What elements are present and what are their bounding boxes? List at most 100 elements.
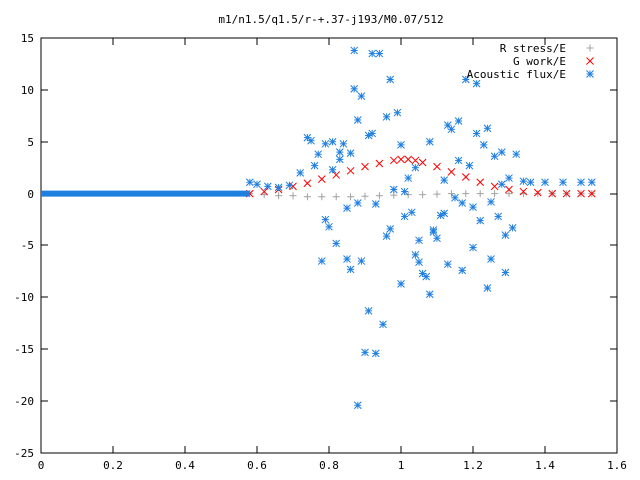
data-point-star xyxy=(494,212,503,221)
data-point-cross xyxy=(476,178,485,187)
x-tick: 1.2 xyxy=(463,38,483,472)
data-point-star xyxy=(346,149,355,158)
data-point-star xyxy=(371,349,380,358)
y-tick: -15 xyxy=(14,343,617,356)
data-point-star xyxy=(487,255,495,263)
data-point-cross xyxy=(418,158,427,167)
x-tick-label: 1.4 xyxy=(535,459,555,472)
data-point-star xyxy=(332,239,341,248)
y-tick-label: 5 xyxy=(27,136,34,149)
data-point-star xyxy=(397,280,405,288)
data-point-cross xyxy=(587,189,596,198)
data-point-star xyxy=(465,161,474,170)
data-point-star xyxy=(501,231,510,239)
data-point-star xyxy=(469,243,477,252)
data-point-star xyxy=(454,117,463,125)
data-point-star xyxy=(483,284,492,292)
data-point-star xyxy=(274,183,283,192)
data-point-star xyxy=(245,178,254,187)
data-point-star xyxy=(415,236,423,245)
data-point-plus xyxy=(534,190,542,198)
legend-symbol xyxy=(586,70,594,78)
data-point-star xyxy=(487,198,495,206)
data-point-plus xyxy=(260,191,268,199)
data-point-star xyxy=(353,116,362,124)
x-tick: 1 xyxy=(398,38,404,472)
legend-marker-cross-icon xyxy=(586,57,594,65)
data-point-star xyxy=(368,49,377,58)
x-tick-label: 1.2 xyxy=(463,459,483,472)
data-point-star xyxy=(472,129,481,138)
legend-entry: G work/E xyxy=(513,55,594,68)
y-tick: 15 xyxy=(21,32,617,45)
x-tick: 0.8 xyxy=(319,38,339,472)
y-tick-label: -25 xyxy=(14,447,34,460)
data-point-star xyxy=(353,401,362,410)
y-tick-label: 0 xyxy=(27,188,34,201)
data-point-star xyxy=(497,180,506,189)
data-point-star xyxy=(382,112,391,121)
data-point-star xyxy=(386,75,395,84)
x-tick: 1.6 xyxy=(607,38,627,472)
chart-title: m1/n1.5/q1.5/r-+.37-j193/M0.07/512 xyxy=(218,13,443,26)
data-point-plus xyxy=(491,190,499,198)
data-point-star xyxy=(425,290,434,299)
y-tick: -25 xyxy=(14,447,617,460)
x-tick-label: 0 xyxy=(38,459,45,472)
data-point-cross xyxy=(332,171,341,179)
data-point-star xyxy=(458,266,467,275)
data-point-star xyxy=(317,257,326,265)
data-point-star xyxy=(433,234,441,243)
data-point-cross xyxy=(562,189,571,198)
x-tick: 1.4 xyxy=(535,38,555,472)
data-point-cross xyxy=(433,162,441,171)
data-point-plus xyxy=(419,191,427,199)
plot-frame xyxy=(40,37,618,454)
data-point-cross xyxy=(490,182,499,191)
plot-area: 0 0.2 0.4 0.6 0.8 1 1.2 1.4 1.6 15 10 5 … xyxy=(14,32,627,472)
data-point-star xyxy=(296,169,305,177)
data-point-plus xyxy=(462,190,470,198)
data-point-cross xyxy=(461,173,470,181)
x-tick-label: 0.4 xyxy=(175,459,195,472)
x-axis: 0 0.2 0.4 0.6 0.8 1 1.2 1.4 1.6 xyxy=(38,38,627,472)
data-point-star xyxy=(343,255,351,263)
data-point-star xyxy=(472,79,481,88)
data-point-star xyxy=(461,75,470,84)
x-tick-label: 1.6 xyxy=(607,459,627,472)
x-tick-label: 0.6 xyxy=(247,459,267,472)
legend-marker-star-icon xyxy=(586,70,594,78)
data-point-star xyxy=(559,178,567,187)
data-point-star xyxy=(314,150,323,159)
data-point-star xyxy=(368,129,377,138)
data-point-cross xyxy=(346,166,355,175)
data-point-star xyxy=(454,156,463,165)
data-point-star xyxy=(285,181,294,190)
series-1 xyxy=(245,155,596,198)
data-point-cross xyxy=(411,156,420,165)
data-point-star xyxy=(458,199,467,207)
data-point-star xyxy=(263,182,272,191)
data-point-star xyxy=(339,139,348,148)
data-point-plus xyxy=(347,193,355,201)
data-point-star xyxy=(343,204,351,213)
data-point-star xyxy=(577,178,585,187)
data-point-star xyxy=(361,348,369,357)
data-point-cross xyxy=(404,155,413,164)
y-tick-label: -20 xyxy=(14,395,34,408)
data-point-star xyxy=(508,224,517,232)
data-point-cross xyxy=(361,162,369,171)
y-tick-label: 15 xyxy=(21,32,34,45)
legend-symbol xyxy=(586,57,594,65)
data-point-star xyxy=(422,272,431,281)
data-point-star xyxy=(335,155,344,164)
data-point-star xyxy=(321,139,330,148)
data-point-star xyxy=(425,137,434,146)
data-point-star xyxy=(357,92,366,100)
data-point-star xyxy=(469,203,477,211)
y-tick: -10 xyxy=(14,291,617,304)
data-point-plus xyxy=(303,193,311,201)
data-point-star xyxy=(375,49,384,58)
data-point-plus xyxy=(375,192,383,200)
